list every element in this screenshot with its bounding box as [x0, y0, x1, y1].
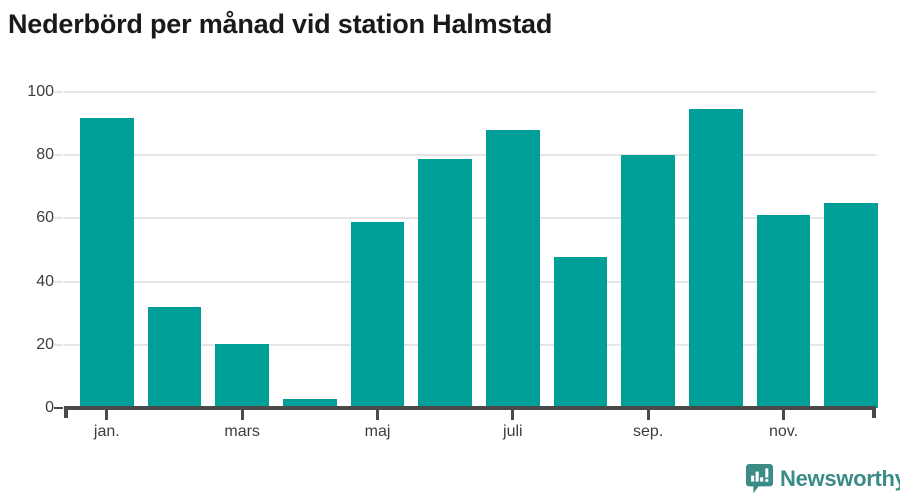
- x-tick-mark: [105, 410, 109, 420]
- newsworthy-logo[interactable]: Newsworthy: [746, 463, 900, 495]
- x-axis-cap-right: [872, 406, 876, 418]
- gridline: [64, 91, 876, 93]
- y-tick-mark: [54, 217, 63, 220]
- plot-area: [64, 91, 878, 408]
- chart-title: Nederbörd per månad vid station Halmstad: [8, 9, 553, 39]
- newsworthy-wordmark: Newsworthy: [780, 466, 900, 491]
- x-axis-line: [64, 406, 876, 410]
- y-tick-mark: [54, 407, 63, 409]
- bar: [824, 202, 878, 408]
- y-tick-mark: [54, 91, 63, 93]
- y-tick-label: 40: [36, 272, 54, 290]
- bar: [350, 222, 405, 408]
- bar: [215, 344, 269, 408]
- x-tick-label: nov.: [768, 423, 799, 440]
- bar: [621, 155, 675, 408]
- x-tick-label: juli: [503, 423, 523, 440]
- bar: [283, 398, 337, 408]
- y-axis: 0 20 40 60 80 100: [0, 84, 63, 416]
- x-tick-mark: [646, 410, 650, 420]
- bar: [80, 118, 134, 408]
- x-axis-cap-left: [64, 406, 68, 418]
- y-tick-label: 20: [36, 335, 54, 353]
- bar-series: [64, 92, 878, 408]
- x-tick-label: jan.: [93, 423, 120, 440]
- y-tick-label: 0: [45, 399, 54, 416]
- gridline: [64, 154, 876, 157]
- y-tick-mark: [54, 154, 63, 157]
- x-tick-mark: [376, 410, 379, 420]
- x-tick-mark: [782, 410, 785, 420]
- x-tick-mark: [511, 410, 515, 420]
- x-tick-label: sep.: [633, 423, 664, 440]
- y-tick-mark: [54, 343, 63, 346]
- bar: [147, 306, 202, 408]
- bar: [553, 257, 608, 408]
- x-tick-mark: [240, 410, 244, 420]
- bar: [418, 159, 472, 408]
- x-tick-label: mars: [224, 423, 260, 440]
- bar: [486, 129, 540, 408]
- x-tick-label: maj: [364, 423, 391, 440]
- bar: [689, 109, 743, 408]
- y-tick-mark: [54, 280, 63, 283]
- y-tick-label: 80: [36, 146, 54, 164]
- y-tick-label: 100: [27, 83, 54, 100]
- bar: [756, 215, 811, 408]
- y-tick-label: 60: [36, 209, 54, 227]
- newsworthy-bar-chart-bubble-icon: [746, 464, 773, 494]
